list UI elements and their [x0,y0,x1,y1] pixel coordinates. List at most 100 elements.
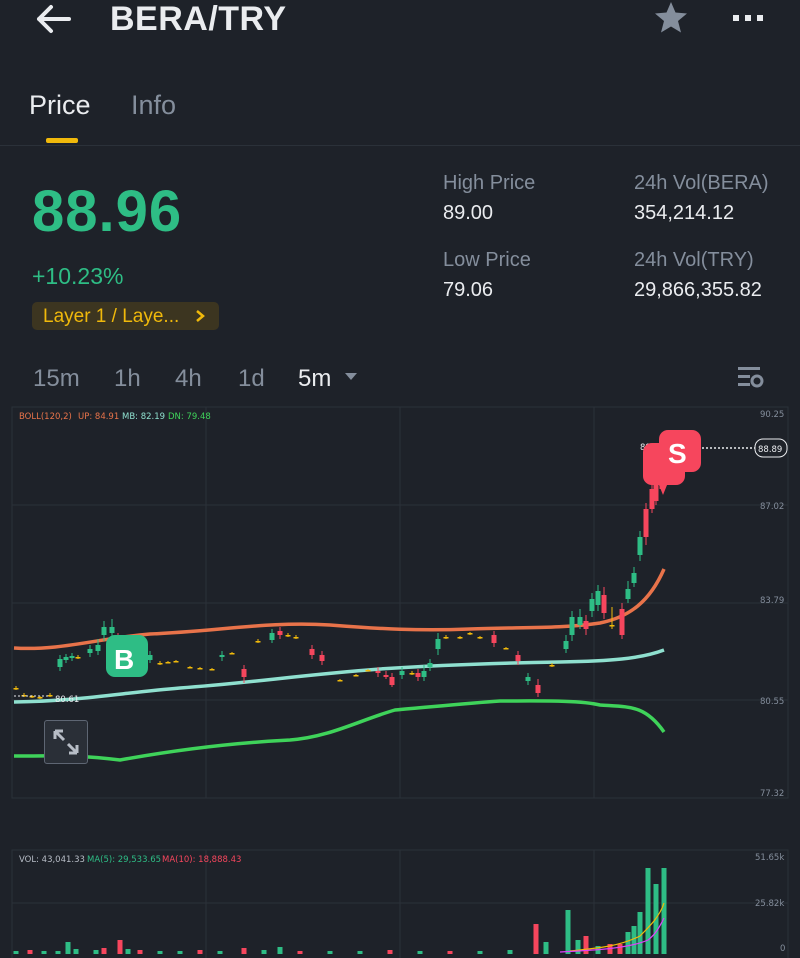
candle-body [256,641,261,643]
candle-body [410,673,415,675]
candle-body [70,656,75,658]
chart-settings-icon [736,364,766,392]
divider [0,145,800,146]
boll-mb-legend: MB: 82.19 [122,412,165,422]
vol-quote-label: 24h Vol(TRY) [634,249,754,272]
category-tag-label: Layer 1 / Laye... [43,306,179,327]
boll-dn-legend: DN: 79.48 [168,412,211,422]
candle-body [270,633,275,640]
candle-body [632,573,637,583]
candle-body [384,675,389,677]
volume-bar [626,932,631,954]
candle-body [242,669,247,677]
candle-body [416,673,421,677]
high-price-value: 89.00 [443,202,493,225]
candle-body [278,631,283,635]
back-button[interactable] [34,2,74,38]
boll-lower-line [14,701,664,760]
interval-1d[interactable]: 1d [238,365,265,393]
volume-bar [218,951,223,954]
candle-body [166,662,171,664]
star-icon [652,0,690,36]
volume-chart: VOL: 43,041.33 MA(5): 29,533.65 MA(10): … [0,848,800,958]
candle-body [148,655,153,660]
price-axis-tick: 87.02 [760,502,784,512]
more-button[interactable] [728,4,768,34]
candle-body [220,655,225,657]
vol-base-value: 354,214.12 [634,202,734,225]
vol-quote-value: 29,866,355.82 [634,279,762,302]
chart-settings-button[interactable] [736,364,766,392]
volume-bar [358,951,363,954]
favorite-button[interactable] [652,0,690,36]
category-tag[interactable]: Layer 1 / Laye... [32,302,219,330]
candle-body [64,657,69,660]
candle-body [602,595,607,613]
price-axis-tick: 83.79 [760,596,784,606]
candle-body [102,627,107,635]
price-axis-tick: 77.32 [760,789,784,799]
interval-5m[interactable]: 5m [298,365,358,393]
pair-title: BERA/TRY [110,0,287,39]
candle-body [428,663,433,667]
candle-body [96,645,101,651]
expand-icon [45,721,89,765]
volume-bar [198,950,203,954]
candle-body [620,609,625,635]
candle-body [526,677,531,681]
current-price-label: 88.89 [758,445,782,455]
candlestick-chart[interactable]: BOLL(120,2) UP: 84.91 MB: 82.19 DN: 79.4… [0,405,800,805]
high-price-label: High Price [443,172,535,195]
candle-body [110,627,115,633]
interval-1h[interactable]: 1h [114,365,141,393]
interval-5m-label: 5m [298,365,331,392]
volume-bar [388,950,393,954]
candle-body [230,653,235,655]
volume-bar [298,951,303,954]
last-price: 88.96 [32,178,182,245]
buy-marker[interactable]: B [106,635,148,677]
candle-body [354,675,359,677]
volume-bar [576,940,581,954]
candle-body [174,661,179,663]
candle-body [158,663,163,665]
volume-bar [158,951,163,954]
candle-body [626,589,631,599]
candle-body [366,670,371,672]
candle-body [478,637,483,639]
volume-bar [662,868,667,954]
tab-info[interactable]: Info [131,90,176,121]
candle-body [422,671,427,677]
volume-axis-tick: 51.65k [755,853,784,863]
candle-body [198,668,203,670]
arrow-left-icon [34,2,74,38]
sell-marker[interactable]: S [659,430,701,472]
volume-bar [566,910,571,954]
candle-body [596,591,601,605]
candle-body [550,665,555,667]
volume-bar [508,950,513,954]
volume-bar [126,949,131,954]
vol-base-label: 24h Vol(BERA) [634,172,769,195]
volume-bar [56,951,61,954]
volume-bar [138,950,143,954]
interval-15m[interactable]: 15m [33,365,80,393]
candle-body [286,635,291,637]
candle-body [610,625,615,627]
price-axis-tick: 90.25 [760,410,784,420]
candle-body [310,649,315,655]
candle-body [504,648,509,650]
candle-body [320,655,325,661]
volume-ma10-legend: MA(10): 18,888.43 [162,855,241,865]
low-marker-label: 80.61 [55,695,79,705]
sell-marker-label: S [668,438,687,469]
interval-4h[interactable]: 4h [175,365,202,393]
candle-body [590,599,595,611]
candle-body [294,637,299,639]
expand-chart-button[interactable] [44,720,88,764]
volume-bar [74,949,79,954]
price-axis-tick: 80.55 [760,697,784,707]
candle-body [390,677,395,685]
active-tab-indicator [46,138,78,143]
tab-price[interactable]: Price [29,90,91,121]
